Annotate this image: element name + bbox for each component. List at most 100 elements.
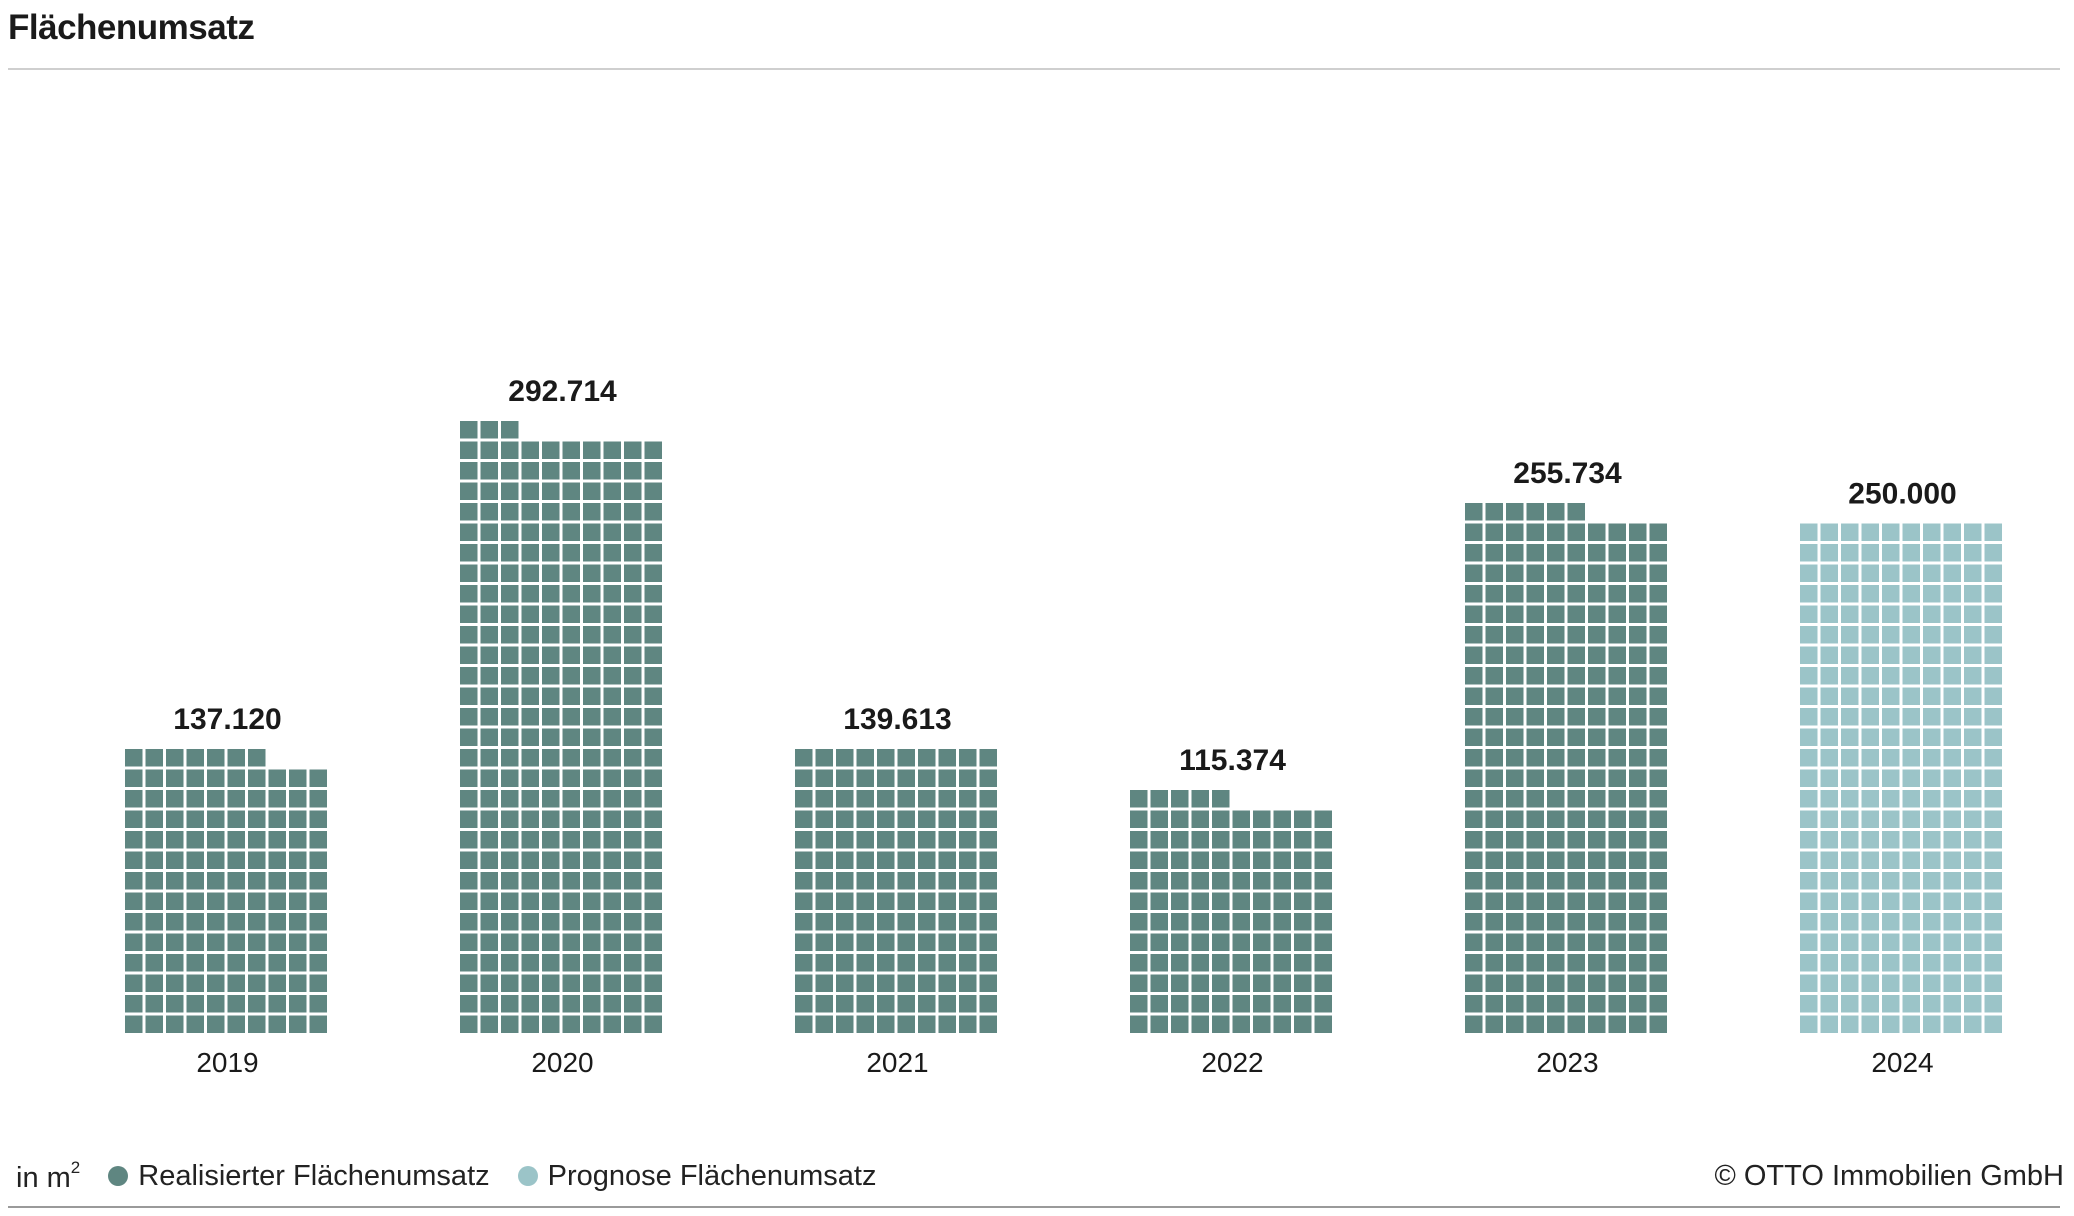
waffle-cell [125,769,143,787]
waffle-cell [1191,851,1209,869]
waffle-cell [207,892,225,910]
waffle-cell [1547,933,1565,951]
waffle-cell [125,851,143,869]
waffle-cell [1465,790,1483,808]
waffle-cell [644,933,662,951]
waffle-cell [1820,954,1838,972]
waffle-cell [583,974,601,992]
waffle-cell [1882,687,1900,705]
waffle-cell [1526,646,1544,664]
waffle-cell [289,790,307,808]
waffle-cell [1212,810,1230,828]
waffle-cell [1506,728,1524,746]
waffle-cell [1485,605,1503,623]
waffle-cell [1608,790,1626,808]
waffle-cell [918,1015,936,1033]
waffle-cell [289,1015,307,1033]
waffle-cell [460,913,478,931]
waffle-cell [979,954,997,972]
waffle-cell [125,790,143,808]
waffle-cell [460,995,478,1013]
waffle-cell [836,851,854,869]
waffle-cell [1465,503,1483,521]
waffle-cell [1567,523,1585,541]
category-label-2021: 2021 [866,1047,928,1078]
waffle-cell [624,708,642,726]
waffle-cell [1882,564,1900,582]
waffle-cell [1820,974,1838,992]
waffle-cell [1943,605,1961,623]
waffle-cell [562,892,580,910]
waffle-cell [1964,769,1982,787]
waffle-cell [1984,667,2002,685]
waffle-cell [1943,933,1961,951]
waffle-cell [1902,933,1920,951]
waffle-cell [1800,810,1818,828]
waffle-cell [836,810,854,828]
bar-2021 [795,749,997,1033]
waffle-cell [248,933,266,951]
waffle-cell [542,995,560,1013]
waffle-cell [1485,564,1503,582]
waffle-cell [1212,995,1230,1013]
waffle-cell [521,933,539,951]
waffle-cell [1964,564,1982,582]
waffle-cell [1629,933,1647,951]
waffle-cell [624,503,642,521]
waffle-cell [1923,851,1941,869]
waffle-cell [1964,1015,1982,1033]
waffle-cell [1820,605,1838,623]
waffle-cell [795,851,813,869]
waffle-cell [1588,892,1606,910]
waffle-cell [959,872,977,890]
waffle-cell [1649,749,1667,767]
waffle-cell [1608,544,1626,562]
waffle-cell [1800,585,1818,603]
waffle-cell [1820,892,1838,910]
waffle-cell [1629,605,1647,623]
waffle-cell [1171,974,1189,992]
waffle-cell [289,872,307,890]
waffle-cell [480,851,498,869]
waffle-cell [897,913,915,931]
waffle-cell [1567,790,1585,808]
waffle-cell [795,892,813,910]
waffle-cell [938,769,956,787]
waffle-cell [268,851,286,869]
waffle-cell [1150,1015,1168,1033]
waffle-cell [207,933,225,951]
waffle-cell [501,831,519,849]
waffle-cell [1984,749,2002,767]
waffle-cell [1984,790,2002,808]
waffle-cell [1212,851,1230,869]
waffle-cell [1232,851,1250,869]
waffle-cell [795,974,813,992]
waffle-cell [1465,585,1483,603]
waffle-cell [918,790,936,808]
waffle-cell [1861,933,1879,951]
waffle-cell [644,482,662,500]
waffle-cell [1506,954,1524,972]
waffle-cell [1588,810,1606,828]
waffle-cell [1923,564,1941,582]
waffle-cell [248,810,266,828]
waffle-cell [1150,851,1168,869]
waffle-cell [1608,831,1626,849]
waffle-cell [815,749,833,767]
waffle-cell [521,544,539,562]
waffle-cell [856,769,874,787]
waffle-cell [979,831,997,849]
waffle-cell [1820,831,1838,849]
waffle-cell [1629,954,1647,972]
waffle-cell [480,831,498,849]
waffle-cell [542,605,560,623]
waffle-cell [562,646,580,664]
waffle-cell [501,913,519,931]
waffle-cell [1526,564,1544,582]
waffle-cell [1800,646,1818,664]
waffle-cell [125,749,143,767]
waffle-cell [1150,790,1168,808]
waffle-cell [1841,810,1859,828]
waffle-cell [644,1015,662,1033]
waffle-cell [644,831,662,849]
